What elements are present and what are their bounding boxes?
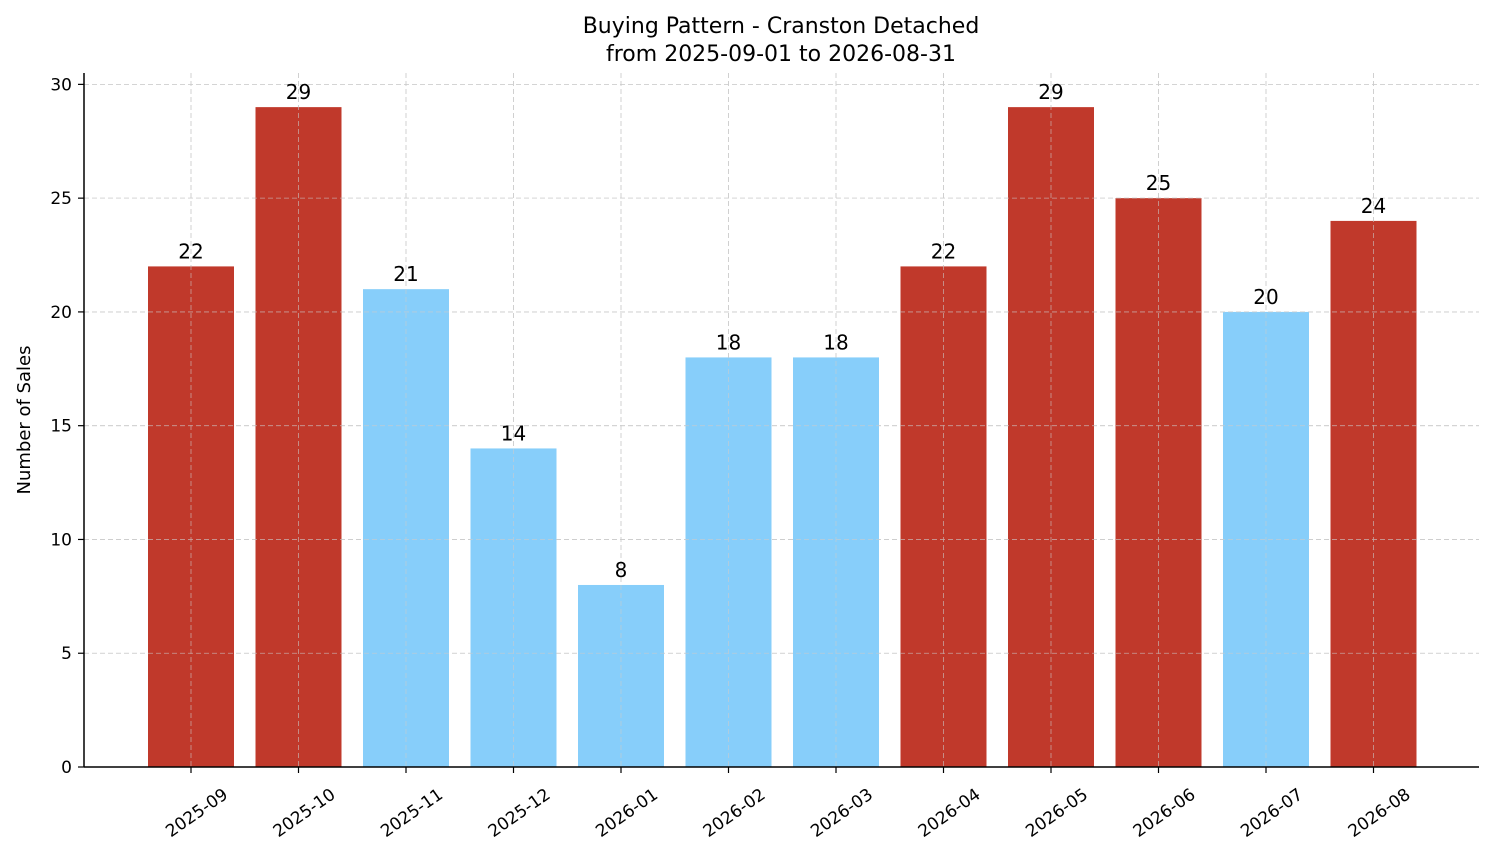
y-tick-label: 30 bbox=[50, 75, 72, 95]
data-label: 8 bbox=[615, 558, 628, 582]
chart-title: Buying Pattern - Cranston Detached bbox=[583, 14, 980, 39]
axes-layer bbox=[78, 73, 1479, 773]
x-tick-label: 2025-09 bbox=[162, 785, 232, 842]
data-label: 20 bbox=[1253, 285, 1278, 309]
data-label: 22 bbox=[178, 239, 203, 263]
x-tick-label: 2025-10 bbox=[270, 785, 340, 842]
data-label: 18 bbox=[823, 330, 848, 354]
data-label: 22 bbox=[931, 239, 956, 263]
x-tick-label: 2026-07 bbox=[1237, 785, 1307, 842]
data-label: 21 bbox=[393, 262, 418, 286]
y-tick-label: 25 bbox=[50, 189, 72, 209]
y-tick-label: 15 bbox=[50, 417, 72, 437]
data-label: 18 bbox=[716, 330, 741, 354]
bar-2025-12 bbox=[470, 448, 557, 767]
data-label: 25 bbox=[1146, 171, 1171, 195]
y-tick-label: 10 bbox=[50, 530, 72, 550]
y-tick-label: 20 bbox=[50, 303, 72, 323]
x-tick-label: 2026-01 bbox=[592, 785, 662, 842]
data-label: 14 bbox=[501, 421, 526, 445]
x-tick-label: 2026-06 bbox=[1130, 785, 1200, 842]
data-label: 29 bbox=[1038, 80, 1063, 104]
x-tick-label: 2026-03 bbox=[807, 785, 877, 842]
y-axis-label: Number of Sales bbox=[14, 345, 35, 494]
x-tick-label: 2025-12 bbox=[485, 785, 555, 842]
data-label: 29 bbox=[286, 80, 311, 104]
data-label: 24 bbox=[1361, 194, 1386, 218]
x-tick-label: 2025-11 bbox=[377, 785, 447, 842]
y-tick-label: 0 bbox=[61, 758, 72, 778]
chart-subtitle: from 2025-09-01 to 2026-08-31 bbox=[606, 42, 956, 67]
bar-2025-11 bbox=[363, 289, 449, 767]
x-tick-label: 2026-08 bbox=[1345, 785, 1415, 842]
x-tick-label: 2026-05 bbox=[1022, 785, 1092, 842]
x-tick-label: 2026-02 bbox=[700, 785, 770, 842]
y-tick-label: 5 bbox=[61, 644, 72, 664]
x-tick-label: 2026-04 bbox=[915, 785, 985, 842]
bars-layer bbox=[148, 107, 1417, 768]
